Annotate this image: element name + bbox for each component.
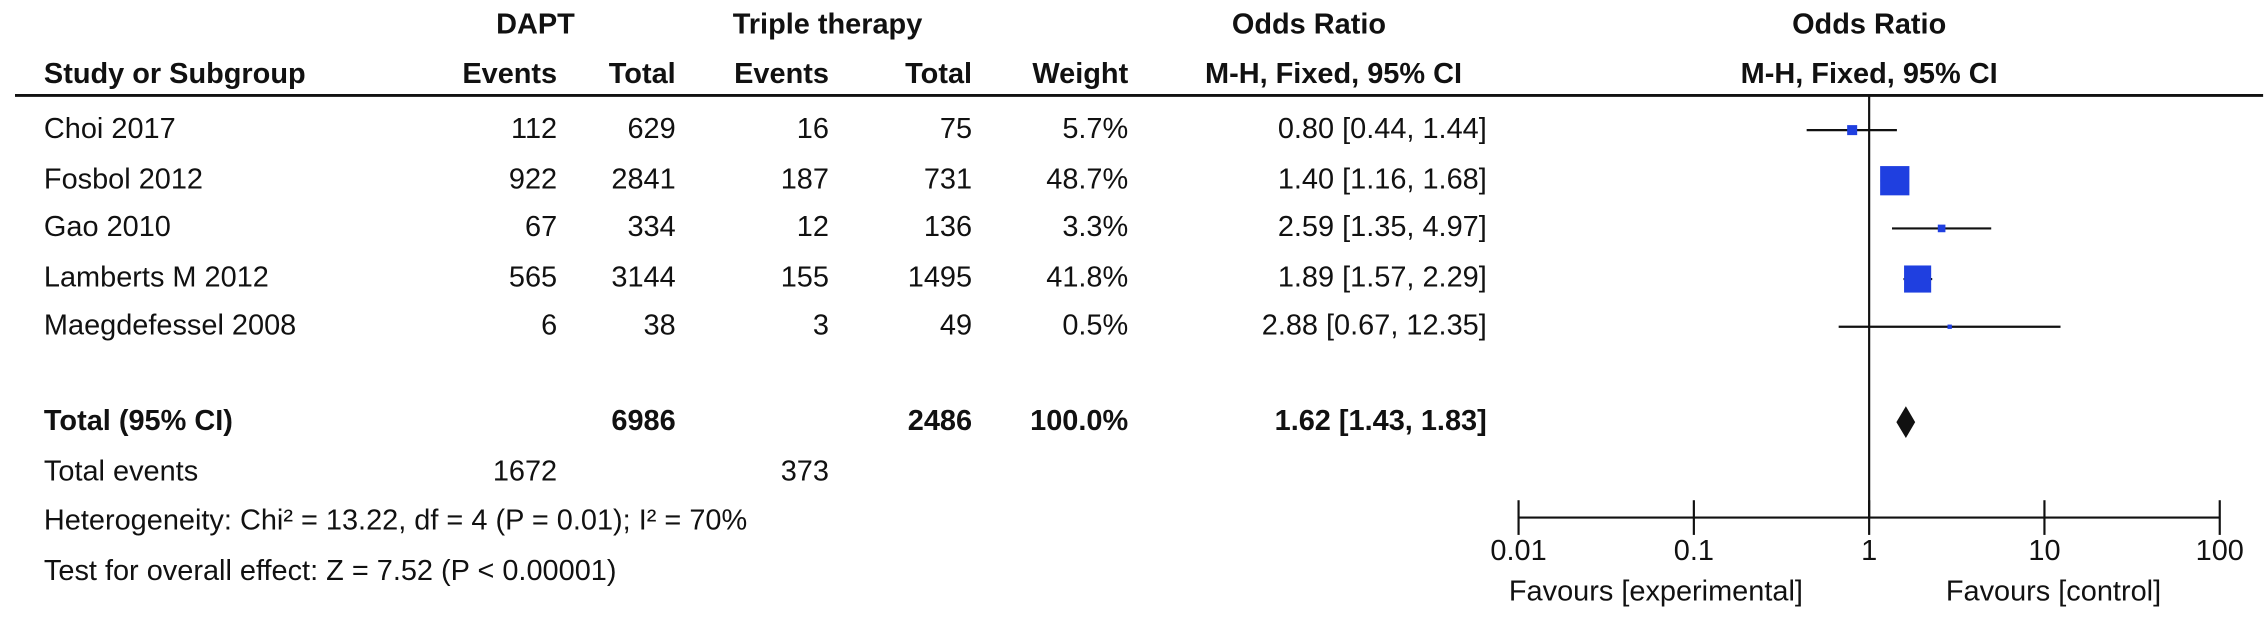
study-square xyxy=(1904,265,1932,293)
total-effect: 1.62 [1.43, 1.83] xyxy=(1275,405,1487,437)
weight: 5.7% xyxy=(1062,113,1128,145)
plot-subtitle: M-H, Fixed, 95% CI xyxy=(1741,58,1998,90)
cell: 629 xyxy=(627,113,675,145)
favours-left: Favours [experimental] xyxy=(1509,575,1803,607)
overall-effect: Test for overall effect: Z = 7.52 (P < 0… xyxy=(44,555,617,587)
cell: 6 xyxy=(541,309,557,341)
study-name: Gao 2010 xyxy=(44,211,171,243)
cell: 38 xyxy=(644,309,676,341)
study-name: Maegdefessel 2008 xyxy=(44,309,296,341)
weight: 41.8% xyxy=(1046,262,1128,294)
plot-title: Odds Ratio xyxy=(1792,9,1946,41)
favours-right: Favours [control] xyxy=(1946,575,2161,607)
study-square xyxy=(1847,125,1858,136)
column-header: Events xyxy=(462,58,557,90)
cell: 2841 xyxy=(611,163,675,195)
total-events-label: Total events xyxy=(44,455,198,487)
cell: 187 xyxy=(781,163,829,195)
cell: 49 xyxy=(940,309,972,341)
total-cell: 6986 xyxy=(611,405,675,437)
cell: 67 xyxy=(525,211,557,243)
total-label: Total (95% CI) xyxy=(44,405,233,437)
study-square xyxy=(1937,224,1946,233)
cell: 112 xyxy=(511,113,557,145)
column-header: M-H, Fixed, 95% CI xyxy=(1205,58,1462,90)
effect-ci: 2.59 [1.35, 4.97] xyxy=(1278,211,1487,243)
x-tick-label: 100 xyxy=(2196,535,2244,567)
group-header: DAPT xyxy=(496,9,575,41)
cell: 3144 xyxy=(611,262,675,294)
column-header: Total xyxy=(905,58,972,90)
effect-ci: 1.89 [1.57, 2.29] xyxy=(1278,262,1487,294)
total-weight: 100.0% xyxy=(1030,405,1128,437)
column-header: Events xyxy=(734,58,829,90)
group-header: Odds Ratio xyxy=(1232,9,1386,41)
effect-ci: 2.88 [0.67, 12.35] xyxy=(1262,309,1487,341)
study-name: Choi 2017 xyxy=(44,113,176,145)
cell: 3 xyxy=(813,309,829,341)
total-cell: 2486 xyxy=(908,405,972,437)
x-tick-label: 1 xyxy=(1861,535,1877,567)
x-tick-label: 10 xyxy=(2028,535,2060,567)
weight: 3.3% xyxy=(1062,211,1128,243)
x-tick-label: 0.1 xyxy=(1674,535,1714,567)
study-name: Lamberts M 2012 xyxy=(44,262,269,294)
cell: 334 xyxy=(627,211,675,243)
study-name: Fosbol 2012 xyxy=(44,163,203,195)
total-diamond xyxy=(1896,406,1916,439)
effect-ci: 1.40 [1.16, 1.68] xyxy=(1278,163,1487,195)
study-square xyxy=(1947,324,1952,329)
group-header: Triple therapy xyxy=(733,9,923,41)
total-events: 1672 xyxy=(493,455,557,487)
column-header: Study or Subgroup xyxy=(44,58,306,90)
cell: 922 xyxy=(509,163,557,195)
column-header: Total xyxy=(609,58,676,90)
cell: 565 xyxy=(509,262,557,294)
cell: 12 xyxy=(797,211,829,243)
x-tick-label: 0.01 xyxy=(1490,535,1546,567)
column-header: Weight xyxy=(1032,58,1128,90)
cell: 75 xyxy=(940,113,972,145)
weight: 0.5% xyxy=(1062,309,1128,341)
cell: 1495 xyxy=(908,262,972,294)
study-square xyxy=(1880,166,1910,196)
total-events: 373 xyxy=(781,455,829,487)
cell: 731 xyxy=(924,163,972,195)
cell: 16 xyxy=(797,113,829,145)
cell: 155 xyxy=(781,262,829,294)
effect-ci: 0.80 [0.44, 1.44] xyxy=(1278,113,1487,145)
heterogeneity: Heterogeneity: Chi² = 13.22, df = 4 (P =… xyxy=(44,505,747,537)
weight: 48.7% xyxy=(1046,163,1128,195)
cell: 136 xyxy=(924,211,972,243)
